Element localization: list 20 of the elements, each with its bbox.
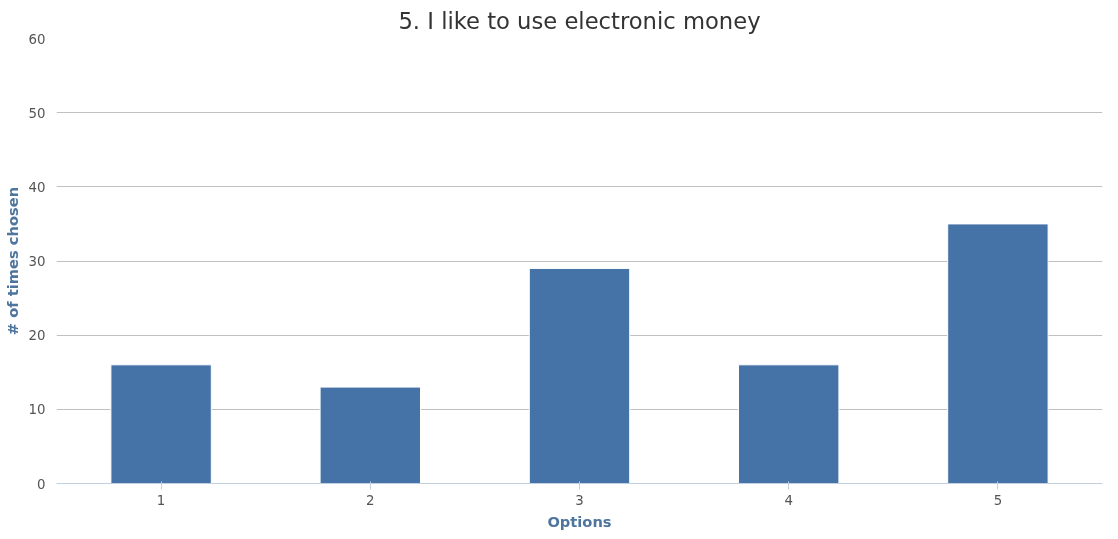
x-tick-label: 3 bbox=[575, 492, 584, 508]
y-tick-label: 10 bbox=[28, 402, 46, 418]
x-tick-label: 1 bbox=[156, 492, 166, 508]
y-tick-label: 20 bbox=[28, 328, 46, 344]
x-tick-label: 2 bbox=[366, 492, 375, 508]
bar bbox=[110, 364, 212, 484]
x-tick-label: 4 bbox=[784, 492, 793, 508]
bar bbox=[319, 386, 422, 484]
bar bbox=[737, 364, 840, 484]
x-axis-title: Options bbox=[547, 512, 612, 530]
bar bbox=[528, 267, 631, 484]
y-tick-label: 0 bbox=[37, 476, 46, 492]
y-axis-title: # of times chosen bbox=[3, 186, 21, 336]
chart-title: 5. I like to use electronic money bbox=[398, 7, 761, 34]
x-tick-label: 5 bbox=[993, 492, 1003, 508]
bar bbox=[947, 223, 1049, 484]
y-tick-label: 30 bbox=[28, 254, 46, 269]
y-tick-label: 50 bbox=[28, 105, 46, 121]
y-tick-label: 60 bbox=[28, 31, 46, 47]
y-tick-label: 40 bbox=[28, 179, 46, 195]
